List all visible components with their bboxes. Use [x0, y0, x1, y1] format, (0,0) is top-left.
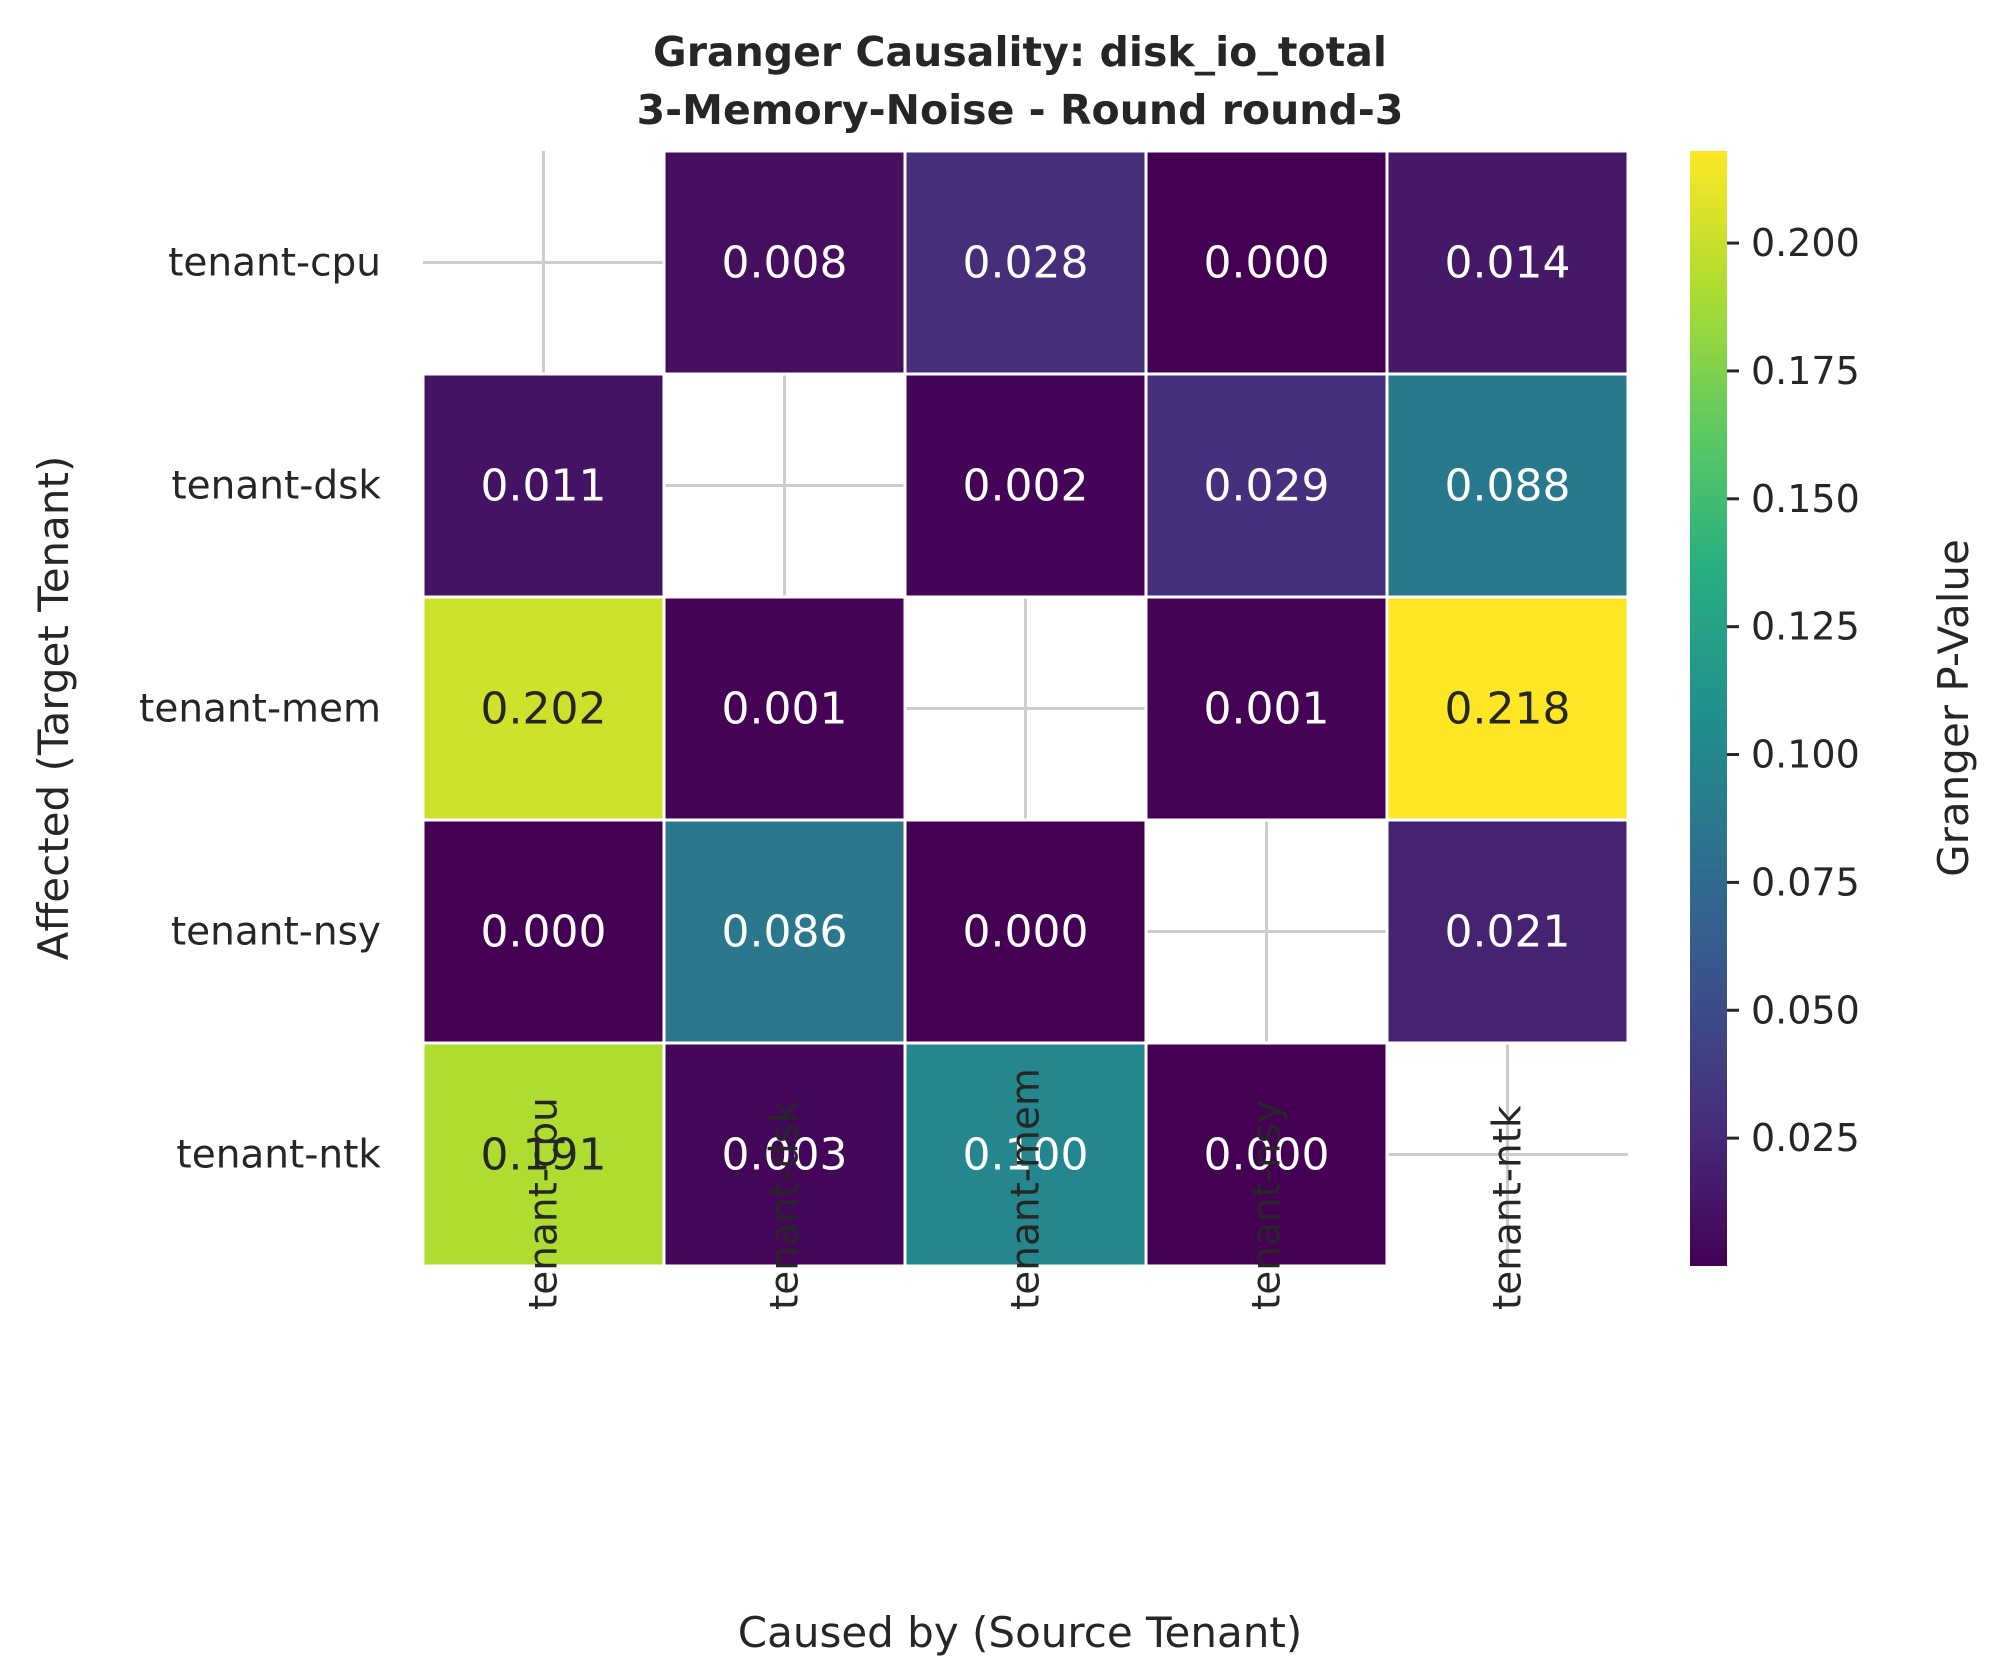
heatmap-cells [421, 149, 1630, 1268]
heatmap-cell [1385, 818, 1630, 1045]
heatmap-cell [903, 1041, 1148, 1268]
heatmap-cell [421, 818, 666, 1045]
cell-value-label: 0.021 [1445, 907, 1571, 958]
y-axis-label: Affected (Target Tenant) [29, 456, 78, 961]
cell-value-label: 0.000 [1204, 1130, 1330, 1181]
cell-value-label: 0.001 [722, 684, 848, 735]
cell-value-label: 0.008 [722, 238, 848, 289]
heatmap-cell [662, 1041, 907, 1268]
x-tick-labels: tenant-cpu tenant-dsk tenant-mem tenant-nsy… [522, 1068, 1531, 1310]
colorbar-tick-label: 0.100 [1751, 733, 1860, 777]
x-tick-label: tenant-dsk [763, 1100, 808, 1310]
heatmap-cell [421, 372, 666, 599]
chart-subtitle: 3-Memory-Noise - Round round-3 [637, 86, 1404, 134]
heatmap-cell [662, 595, 907, 822]
cell-value-label: 0.000 [1204, 238, 1330, 289]
cell-labels: 0.008 0.028 0.000 0.014 0.011 0.002 0.029 0.088… [481, 238, 1571, 1181]
heatmap-cell [1144, 1041, 1389, 1268]
colorbar-tick-label: 0.175 [1751, 349, 1860, 393]
heatmap-cell [662, 818, 907, 1045]
heatmap-cell [903, 149, 1148, 376]
heatmap-cell [903, 818, 1148, 1045]
cell-value-label: 0.218 [1445, 684, 1571, 735]
heatmap-cell [421, 595, 666, 822]
cell-value-label: 0.014 [1445, 238, 1571, 289]
colorbar-tick-label: 0.200 [1751, 221, 1860, 265]
colorbar-tick-label: 0.150 [1751, 477, 1860, 521]
chart-title: Granger Causality: disk_io_total [653, 28, 1387, 76]
heatmap-cell [903, 372, 1148, 599]
colorbar-tick-label: 0.050 [1751, 988, 1860, 1032]
cell-value-label: 0.086 [722, 907, 848, 958]
cell-value-label: 0.001 [1204, 684, 1330, 735]
y-tick-label: tenant-nsy [171, 910, 381, 955]
cell-value-label: 0.088 [1445, 461, 1571, 512]
heatmap-cell [1385, 149, 1630, 376]
colorbar-tick-label: 0.025 [1751, 1116, 1860, 1160]
x-tick-label: tenant-nsy [1245, 1100, 1290, 1310]
cell-value-label: 0.002 [963, 461, 1089, 512]
colorbar-tick-label: 0.075 [1751, 860, 1860, 904]
cell-value-label: 0.029 [1204, 461, 1330, 512]
y-tick-labels: tenant-cpu tenant-dsk tenant-mem tenant-nsy… [139, 241, 381, 1178]
y-tick-label: tenant-cpu [168, 241, 381, 286]
cell-value-label: 0.028 [963, 238, 1089, 289]
x-axis-label: Caused by (Source Tenant) [738, 1608, 1302, 1657]
cell-value-label: 0.011 [481, 461, 607, 512]
cell-value-label: 0.100 [963, 1130, 1089, 1181]
cell-value-label: 0.003 [722, 1130, 848, 1181]
cell-value-label: 0.000 [481, 907, 607, 958]
cell-value-label: 0.000 [963, 907, 1089, 958]
colorbar-tick-label: 0.125 [1751, 605, 1860, 649]
heatmap-cell [1385, 372, 1630, 599]
x-tick-label: tenant-mem [1004, 1068, 1049, 1310]
heatmap-cell [1385, 595, 1630, 822]
colorbar [1690, 151, 1727, 1266]
x-tick-label: tenant-cpu [522, 1097, 567, 1310]
y-tick-label: tenant-ntk [176, 1133, 381, 1178]
y-tick-label: tenant-mem [139, 687, 381, 732]
cell-value-label: 0.202 [481, 684, 607, 735]
x-tick-label: tenant-ntk [1486, 1105, 1531, 1310]
heatmap-cell [421, 1041, 666, 1268]
heatmap-cell [1144, 595, 1389, 822]
cell-value-label: 0.191 [481, 1130, 607, 1181]
heatmap-cell [1144, 372, 1389, 599]
colorbar-ticks: 0.025 0.050 0.075 0.100 0.125 0.150 0.175 0.200 [1727, 221, 1860, 1160]
y-tick-label: tenant-dsk [171, 464, 381, 509]
colorbar-label: Granger P-Value [1929, 539, 1978, 877]
